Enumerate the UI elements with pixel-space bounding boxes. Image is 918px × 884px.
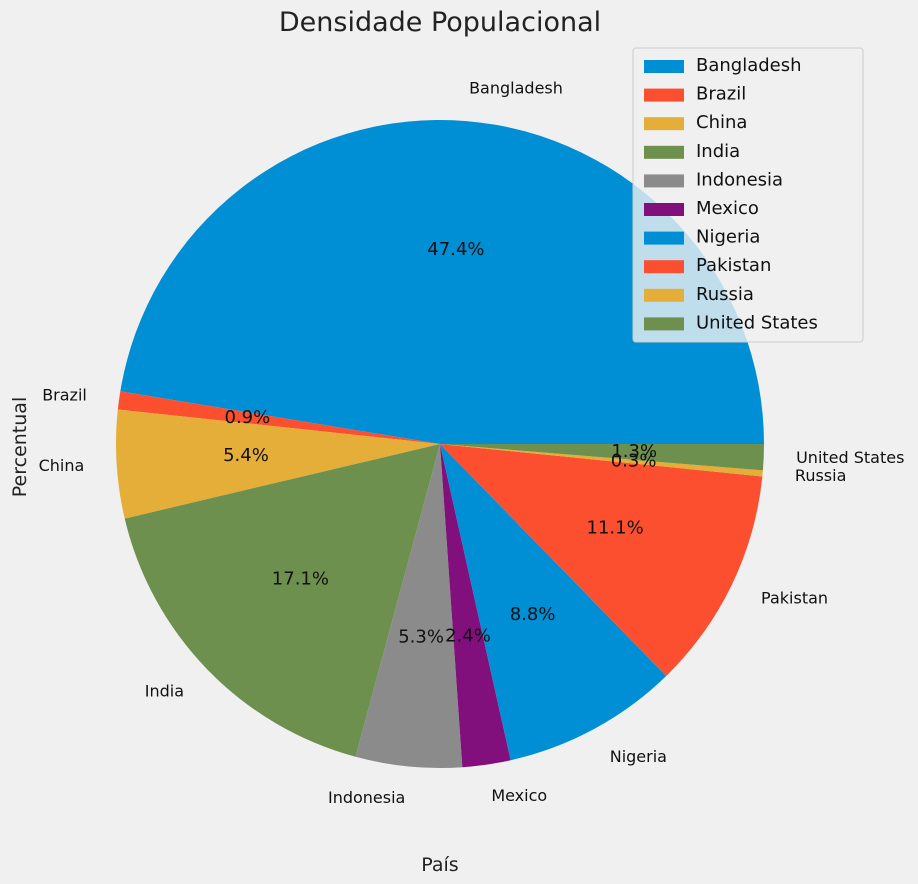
legend-swatch-brazil: [644, 88, 684, 102]
percent-label-united-states: 1.3%: [611, 441, 657, 462]
legend-label-brazil: Brazil: [696, 84, 746, 105]
legend-label-india: India: [696, 141, 740, 162]
percent-label-russia: 0.3%: [611, 451, 657, 472]
percent-label-china: 5.4%: [223, 445, 269, 466]
percent-label-india: 17.1%: [272, 568, 329, 589]
chart-title: Densidade Populacional: [279, 7, 601, 38]
category-label-pakistan: Pakistan: [761, 588, 828, 607]
pie-slice-nigeria: [440, 444, 667, 761]
x-axis-label: País: [421, 854, 458, 876]
legend: Bangladesh Brazil China India Indonesia Mexic…: [632, 47, 864, 343]
y-axis-label: Percentual: [9, 397, 31, 497]
category-label-brazil: Brazil: [42, 386, 87, 405]
pie-slice-russia: [440, 444, 763, 477]
percent-label-mexico: 2.4%: [445, 625, 491, 646]
legend-label-indonesia: Indonesia: [696, 169, 783, 190]
percent-label-nigeria: 8.8%: [510, 604, 556, 625]
category-label-bangladesh: Bangladesh: [469, 78, 563, 97]
legend-swatch-united-states: [644, 317, 684, 331]
legend-frame: [632, 47, 864, 343]
legend-swatch-mexico: [644, 203, 684, 216]
legend-swatch-bangladesh: [644, 60, 684, 73]
legend-label-pakistan: Pakistan: [696, 255, 771, 276]
legend-label-bangladesh: Bangladesh: [696, 55, 802, 76]
percent-label-pakistan: 11.1%: [587, 517, 644, 538]
legend-swatch-indonesia: [644, 174, 684, 188]
pie-slice-pakistan: [440, 444, 763, 676]
pie-slice-india: [124, 444, 441, 757]
pie-slice-indonesia: [355, 444, 463, 768]
pie-slice-united-states: [440, 444, 764, 471]
category-label-united-states: United States: [796, 448, 904, 467]
legend-swatch-nigeria: [644, 231, 684, 245]
legend-label-mexico: Mexico: [696, 198, 759, 219]
percent-label-bangladesh: 47.4%: [427, 239, 484, 260]
pie-slice-mexico: [440, 444, 511, 768]
percent-labels: 47.4% 0.9% 5.4% 17.1% 5.3% 2.4% 8.8% 11.1% 0.3%1…: [223, 239, 657, 647]
legend-swatch-russia: [644, 288, 684, 302]
legend-label-china: China: [696, 112, 747, 133]
pie-slice-bangladesh: [120, 120, 765, 444]
category-label-mexico: Mexico: [491, 786, 547, 805]
category-label-china: China: [39, 456, 85, 475]
legend-swatch-china: [644, 117, 684, 131]
category-label-russia: Russia: [795, 466, 846, 485]
legend-label-united-states: United States: [696, 312, 818, 333]
legend-swatch-india: [644, 145, 684, 159]
percent-label-indonesia: 5.3%: [398, 626, 444, 647]
pie-slice-china: [116, 409, 441, 519]
percent-label-brazil: 0.9%: [225, 407, 271, 428]
category-label-nigeria: Nigeria: [610, 747, 667, 766]
category-labels: Bangladesh Brazil China India Indonesia Mexic…: [39, 78, 905, 807]
pie-slices: [116, 120, 765, 768]
legend-label-russia: Russia: [696, 284, 754, 305]
legend-label-nigeria: Nigeria: [696, 227, 760, 248]
legend-swatch-pakistan: [644, 260, 684, 274]
category-label-india: India: [145, 682, 184, 701]
category-label-indonesia: Indonesia: [328, 788, 405, 807]
pie-slice-brazil: [117, 391, 440, 444]
